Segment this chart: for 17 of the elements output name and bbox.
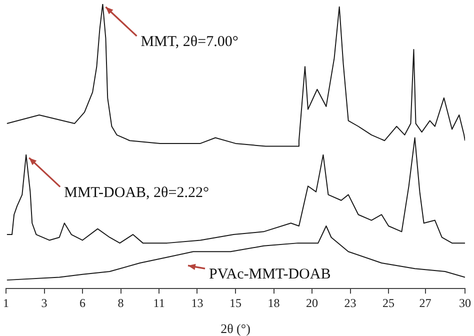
x-tick-label: 23 <box>344 296 356 310</box>
x-tick-label: 3 <box>41 296 48 310</box>
x-tick-label: 6 <box>79 296 86 310</box>
annotation: PVAc-MMT-DOAB <box>209 266 331 283</box>
x-tick-label: 20 <box>306 296 318 310</box>
x-tick-label: 25 <box>382 296 395 310</box>
x-axis-title: 2θ (°) <box>220 321 250 336</box>
x-tick-label: 15 <box>230 296 242 310</box>
x-tick-label: 8 <box>118 296 124 310</box>
x-tick-label: 13 <box>191 296 204 310</box>
x-tick-label: 30 <box>459 296 471 310</box>
x-tick-label: 11 <box>153 296 165 310</box>
annotation: MMT-DOAB, 2θ=2.22° <box>64 184 209 201</box>
x-tick-label: 1 <box>3 296 9 310</box>
x-tick-label: 27 <box>419 296 432 310</box>
annotation: MMT, 2θ=7.00° <box>140 34 238 50</box>
x-tick-label: 18 <box>268 296 280 310</box>
